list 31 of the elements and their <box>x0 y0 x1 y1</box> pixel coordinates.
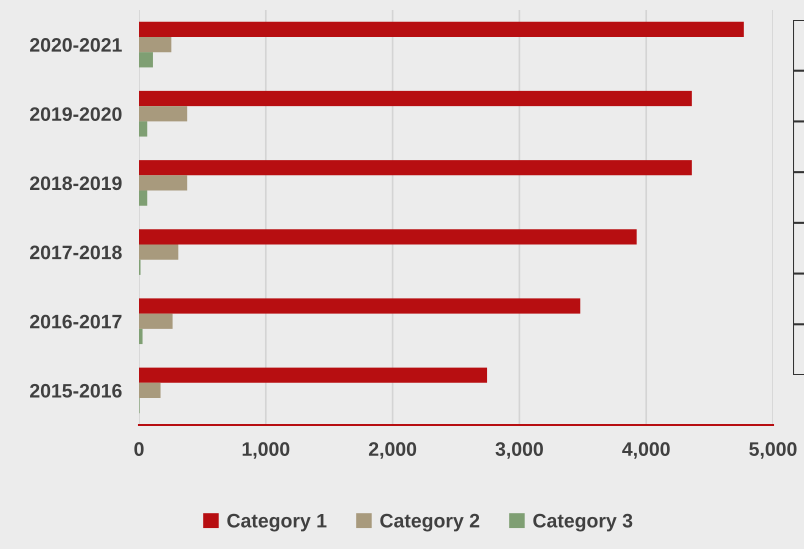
y-tick-label: 2017-2018 <box>30 246 122 260</box>
bar <box>139 190 148 206</box>
x-tick-label: 2,000 <box>368 442 416 459</box>
legend-label: Category 3 <box>533 514 632 532</box>
bar <box>139 160 692 176</box>
x-tick-label: 0 <box>134 442 144 456</box>
bar <box>139 106 188 122</box>
bar <box>139 121 148 137</box>
bar <box>139 229 637 244</box>
x-tick-label: 5,000 <box>749 442 797 459</box>
y-tick-label: 2019-2020 <box>30 107 122 121</box>
y-tick-label: 2016-2017 <box>30 314 122 328</box>
x-tick-label: 3,000 <box>496 442 543 459</box>
y-tick-label: 2015-2016 <box>30 384 122 398</box>
bar <box>139 22 744 37</box>
legend-label: Category 1 <box>227 514 326 532</box>
bar <box>139 244 178 260</box>
y-tick-label: 2020-2021 <box>30 38 122 52</box>
legend-label: Category 2 <box>380 514 480 532</box>
bar <box>139 36 172 52</box>
bar <box>139 298 580 314</box>
bar <box>139 90 692 106</box>
y-tick-label: 2018-2019 <box>30 176 122 190</box>
bar <box>139 328 143 344</box>
bar <box>139 314 173 329</box>
bar <box>139 175 188 191</box>
bar <box>139 368 488 383</box>
x-tick-label: 4,000 <box>622 442 670 459</box>
bar <box>139 52 153 68</box>
bar <box>139 382 161 398</box>
x-tick-label: 1,000 <box>242 442 290 459</box>
